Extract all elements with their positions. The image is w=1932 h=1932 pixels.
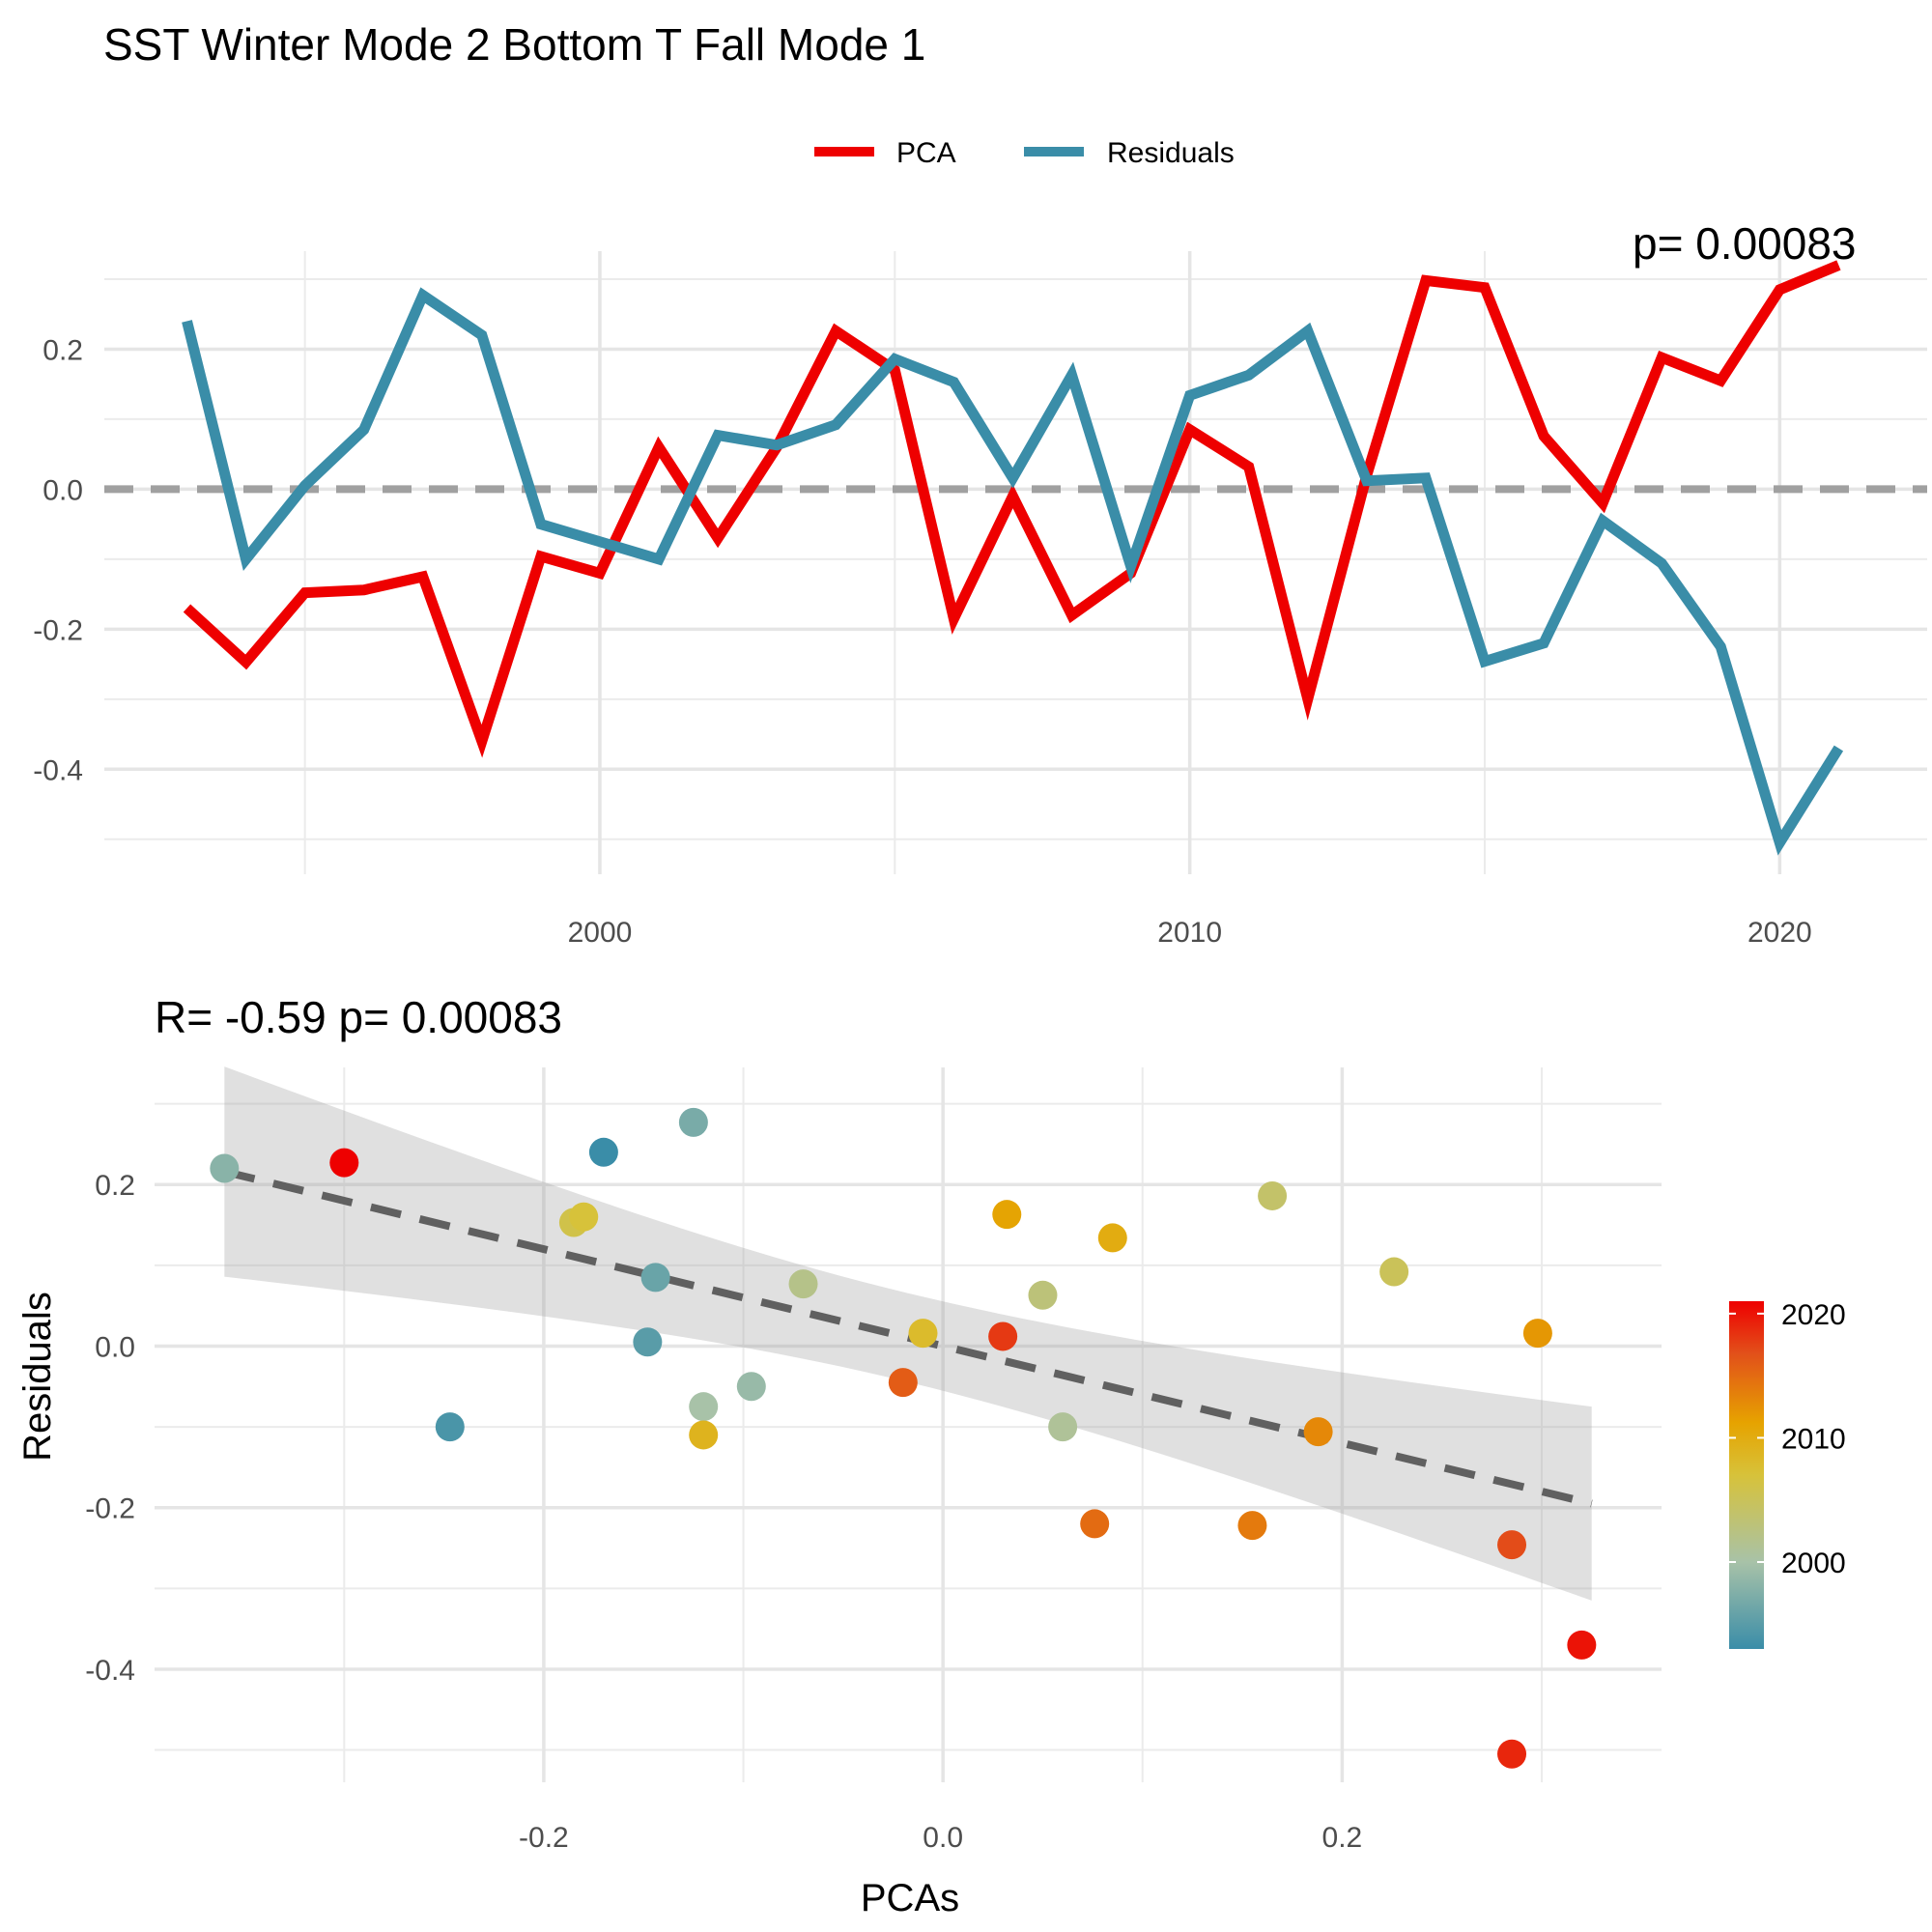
top-series-lines: [182, 260, 1844, 856]
legend-label-pca: PCA: [896, 137, 956, 169]
scatter-point: [888, 1368, 918, 1398]
colorbar: 2020 2010 2000: [1729, 1299, 1846, 1649]
scatter-grid: [155, 1067, 1662, 1782]
scatter-point: [678, 1107, 708, 1137]
top-corner-text: p= 0.00083: [1633, 218, 1857, 269]
top-x-tick-label: 2000: [568, 917, 633, 949]
colorbar-tick-label: 2020: [1781, 1299, 1846, 1331]
scatter-point: [1097, 1223, 1127, 1253]
scatter-point: [1237, 1511, 1267, 1541]
scatter-point: [588, 1137, 618, 1167]
scatter-point: [1303, 1417, 1333, 1447]
scatter-point: [435, 1412, 465, 1442]
colorbar-gradient: [1729, 1301, 1764, 1649]
scatter-point: [329, 1148, 359, 1178]
scatter-point: [210, 1153, 240, 1183]
scatter-y-tick-label: 0.0: [95, 1331, 135, 1363]
top-x-tick-label: 2010: [1157, 917, 1222, 949]
scatter-x-axis-title: PCAs: [861, 1877, 959, 1919]
scatter-point: [988, 1321, 1018, 1351]
legend-label-residuals: Residuals: [1107, 137, 1235, 169]
scatter-y-tick-label: -0.4: [85, 1655, 135, 1687]
scatter-x-tick-label: -0.2: [519, 1822, 569, 1854]
confidence-band: [224, 1066, 1592, 1601]
scatter-point: [1028, 1280, 1058, 1310]
scatter-point: [1497, 1530, 1527, 1560]
scatter-point: [1522, 1319, 1552, 1349]
scatter-fit-line-group: [223, 1167, 1593, 1508]
top-y-tick-label: -0.4: [33, 754, 83, 786]
scatter-y-tick-label: 0.2: [95, 1170, 135, 1202]
scatter-point: [736, 1372, 766, 1402]
legend: PCA Residuals: [814, 137, 1235, 169]
scatter-point: [640, 1263, 670, 1293]
top-y-tick-label: -0.2: [33, 614, 83, 646]
top-tick-labels: 2000 2010 2020 0.2 0.0 -0.2 -0.4: [33, 334, 1811, 949]
scatter-x-tick-label: 0.0: [923, 1822, 963, 1854]
scatter-point: [633, 1327, 663, 1357]
top-chart-title: SST Winter Mode 2 Bottom T Fall Mode 1: [103, 19, 925, 70]
top-y-tick-label: 0.2: [43, 334, 83, 366]
scatter-confidence-band-group: [224, 1066, 1592, 1601]
scatter-tick-labels: -0.2 0.0 0.2 0.2 0.0 -0.2 -0.4: [85, 1170, 1362, 1854]
scatter-point: [689, 1420, 719, 1450]
scatter-point: [788, 1269, 818, 1299]
top-grid: [104, 251, 1927, 874]
scatter-point: [1048, 1412, 1078, 1442]
series-line-pca: [183, 260, 1841, 758]
colorbar-tick-label: 2010: [1781, 1423, 1846, 1455]
scatter-point: [569, 1202, 599, 1232]
scatter-point: [1080, 1509, 1110, 1539]
scatter-y-tick-label: -0.2: [85, 1493, 135, 1525]
scatter-point: [992, 1200, 1022, 1230]
colorbar-ticks: 2020 2010 2000: [1729, 1299, 1846, 1579]
scatter-point: [689, 1392, 719, 1422]
series-line-residuals: [182, 287, 1844, 856]
top-x-tick-label: 2020: [1747, 917, 1812, 949]
regression-line: [223, 1167, 1593, 1508]
scatter-point: [908, 1319, 938, 1349]
scatter-chart-title: R= -0.59 p= 0.00083: [155, 992, 562, 1042]
scatter-point: [1567, 1630, 1597, 1660]
scatter-x-tick-label: 0.2: [1322, 1822, 1363, 1854]
colorbar-tick-label: 2000: [1781, 1548, 1846, 1579]
scatter-point: [1258, 1180, 1288, 1210]
top-y-tick-label: 0.0: [43, 474, 83, 506]
scatter-y-axis-title: Residuals: [16, 1292, 59, 1462]
scatter-point: [1497, 1739, 1527, 1769]
scatter-point: [1379, 1257, 1409, 1287]
scatter-points: [210, 1107, 1597, 1769]
